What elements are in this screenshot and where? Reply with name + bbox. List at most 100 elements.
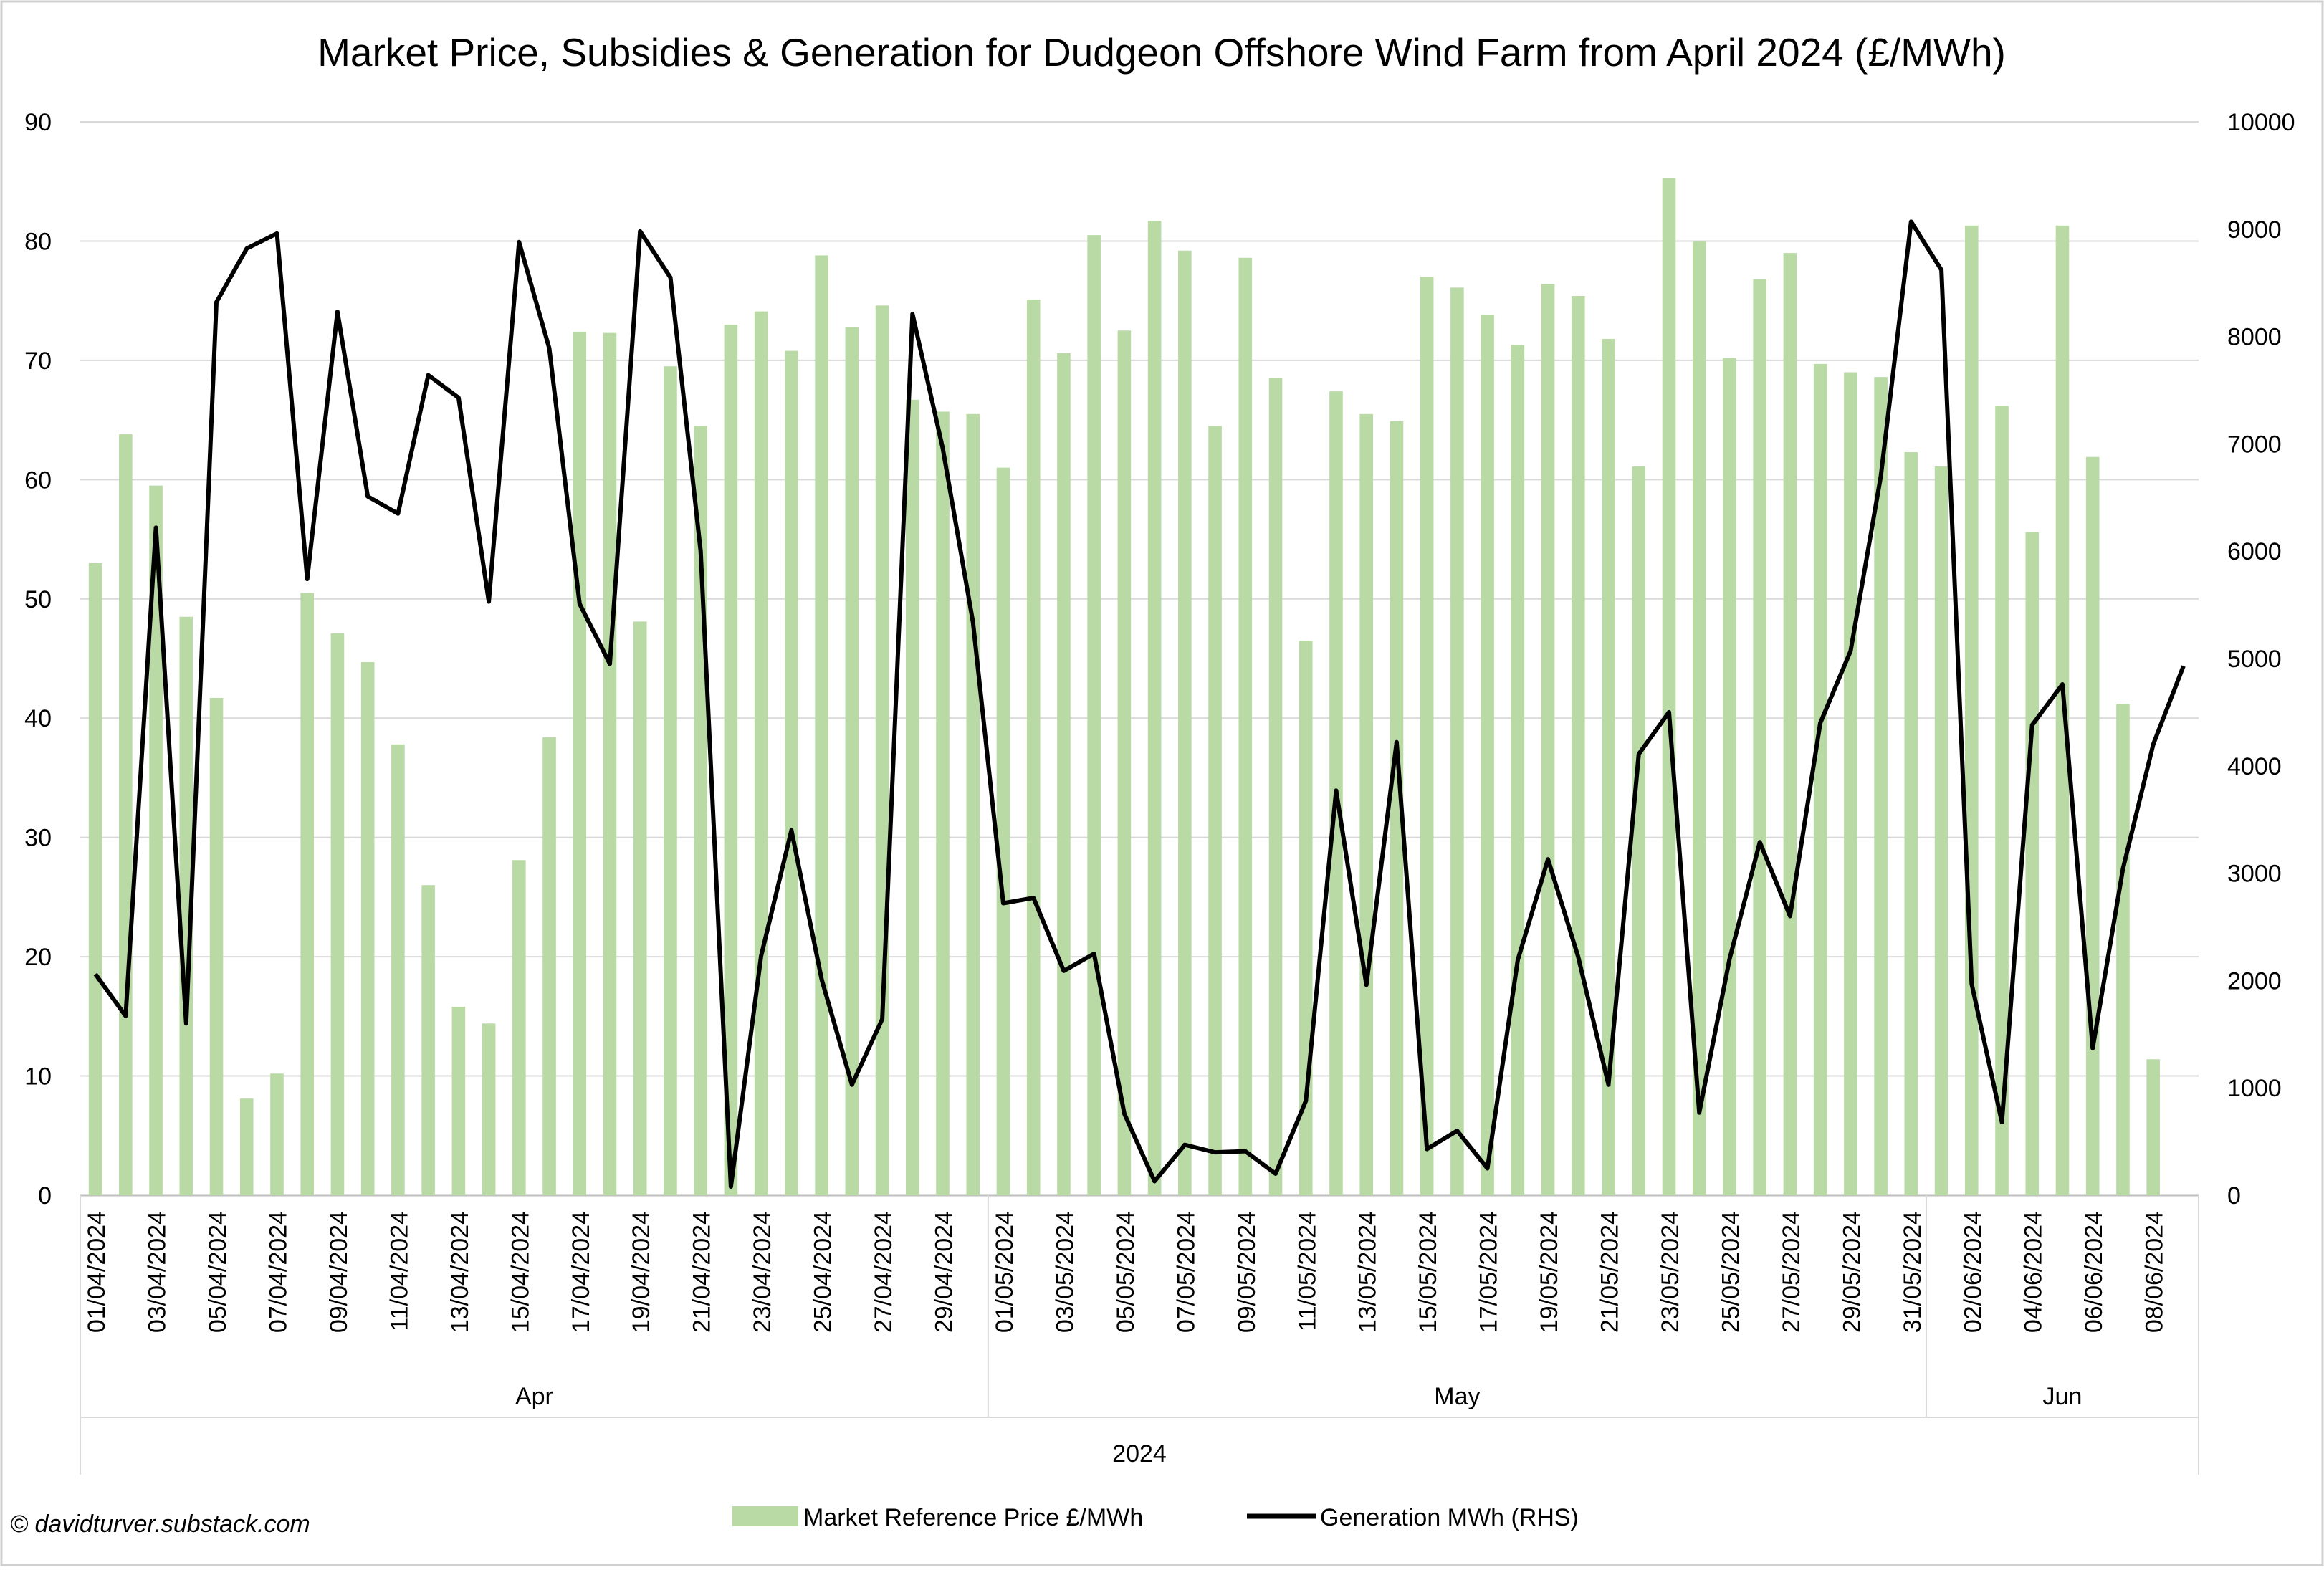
bar-07/04/2024 (270, 1073, 284, 1195)
chart-title: Market Price, Subsidies & Generation for… (317, 30, 2006, 75)
bar-13/05/2024 (1359, 414, 1373, 1195)
x-axis-tick-label: 06/06/2024 (2080, 1211, 2108, 1333)
bar-27/04/2024 (876, 305, 889, 1195)
x-axis-tick-label: 29/05/2024 (1838, 1211, 1865, 1333)
x-axis-tick-label: 23/04/2024 (749, 1211, 776, 1333)
bar-09/04/2024 (331, 633, 345, 1195)
x-axis-tick-label: 05/04/2024 (204, 1211, 231, 1333)
right-axis-tick-label: 10000 (2227, 109, 2295, 136)
bar-18/05/2024 (1511, 345, 1525, 1195)
x-axis-tick-label: 01/05/2024 (991, 1211, 1018, 1333)
x-axis-tick-label: 23/05/2024 (1657, 1211, 1684, 1333)
bar-06/06/2024 (2086, 457, 2100, 1195)
left-axis-tick-label: 0 (38, 1182, 52, 1210)
bar-06/05/2024 (1148, 221, 1162, 1195)
bar-28/04/2024 (906, 400, 919, 1195)
bar-06/04/2024 (240, 1098, 254, 1195)
bar-13/04/2024 (452, 1007, 466, 1195)
bar-26/05/2024 (1753, 279, 1766, 1195)
x-axis-tick-label: 05/05/2024 (1112, 1211, 1139, 1333)
bar-17/05/2024 (1481, 315, 1494, 1195)
x-axis-tick-label: 25/05/2024 (1717, 1211, 1744, 1333)
right-axis-tick-label: 8000 (2227, 324, 2282, 351)
x-axis-tick-label: 15/05/2024 (1415, 1211, 1442, 1333)
x-axis-tick-label: 19/04/2024 (628, 1211, 655, 1333)
x-axis-tick-label: 27/05/2024 (1778, 1211, 1805, 1333)
bar-29/05/2024 (1844, 373, 1857, 1195)
left-axis-tick-label: 90 (24, 109, 52, 136)
x-axis-tick-label: 17/04/2024 (568, 1211, 595, 1333)
x-axis-tick-label: 21/04/2024 (689, 1211, 716, 1333)
x-axis-tick-label: 31/05/2024 (1899, 1211, 1926, 1333)
x-axis-tick-label: 11/04/2024 (386, 1211, 413, 1331)
x-axis-tick-label: 03/05/2024 (1051, 1211, 1079, 1333)
right-axis-tick-label: 4000 (2227, 753, 2282, 780)
month-label: May (1434, 1383, 1480, 1410)
right-axis-tick-label: 1000 (2227, 1075, 2282, 1102)
x-axis-tick-label: 15/04/2024 (507, 1211, 534, 1333)
x-axis-tick-label: 13/05/2024 (1354, 1211, 1382, 1333)
bar-02/06/2024 (1965, 226, 1979, 1195)
left-axis-tick-label: 10 (24, 1063, 52, 1091)
bar-23/04/2024 (755, 312, 768, 1195)
bar-25/05/2024 (1723, 358, 1736, 1195)
x-axis-tick-label: 09/04/2024 (325, 1211, 353, 1333)
x-axis-tick-label: 08/06/2024 (2141, 1211, 2168, 1333)
bar-12/04/2024 (421, 885, 435, 1195)
x-axis-tick-label: 09/05/2024 (1233, 1211, 1261, 1333)
legend: Market Reference Price £/MWh Generation … (732, 1504, 1579, 1531)
right-axis-tick-label: 6000 (2227, 538, 2282, 565)
bar-17/04/2024 (573, 332, 586, 1195)
left-axis-tick-label: 60 (24, 466, 52, 494)
bar-01/05/2024 (997, 468, 1010, 1195)
bar-18/04/2024 (603, 333, 617, 1195)
bar-29/04/2024 (936, 411, 950, 1195)
bar-02/04/2024 (119, 434, 133, 1195)
left-axis-tick-label: 40 (24, 705, 52, 732)
line-series (95, 221, 2184, 1187)
left-axis-tick-label: 20 (24, 944, 52, 971)
bar-07/06/2024 (2116, 704, 2130, 1195)
bar-22/05/2024 (1632, 466, 1645, 1195)
bar-series (89, 178, 2160, 1195)
bar-10/05/2024 (1269, 378, 1283, 1195)
bar-28/05/2024 (1814, 364, 1827, 1195)
month-label: Apr (515, 1383, 553, 1410)
bar-05/04/2024 (210, 698, 224, 1195)
bar-20/04/2024 (664, 366, 677, 1195)
bar-24/04/2024 (785, 351, 798, 1195)
bar-04/06/2024 (2025, 532, 2039, 1195)
bar-31/05/2024 (1905, 452, 1918, 1195)
x-axis-tick-label: 29/04/2024 (931, 1211, 958, 1333)
bar-08/04/2024 (300, 593, 314, 1195)
x-axis-tick-label: 04/06/2024 (2020, 1211, 2047, 1333)
left-axis-tick-label: 30 (24, 825, 52, 852)
bar-09/05/2024 (1239, 258, 1253, 1195)
right-axis-tick-label: 9000 (2227, 216, 2282, 244)
bar-30/04/2024 (966, 414, 980, 1195)
bar-14/04/2024 (482, 1023, 496, 1195)
x-axis-tick-label: 19/05/2024 (1536, 1211, 1563, 1333)
month-label: Jun (2043, 1383, 2082, 1410)
x-axis-tick-label: 21/05/2024 (1597, 1211, 1624, 1333)
bar-16/05/2024 (1450, 287, 1464, 1195)
left-axis-tick-label: 80 (24, 228, 52, 255)
x-axis-tick-label: 07/05/2024 (1172, 1211, 1200, 1333)
bar-01/06/2024 (1935, 466, 1948, 1195)
bar-08/05/2024 (1208, 426, 1222, 1195)
x-axis-tick-label: 13/04/2024 (446, 1211, 474, 1333)
x-axis-tick-label: 11/05/2024 (1293, 1211, 1321, 1331)
bar-04/05/2024 (1087, 235, 1101, 1195)
x-axis-tick-label: 17/05/2024 (1476, 1211, 1503, 1333)
legend-label-generation: Generation MWh (RHS) (1320, 1504, 1579, 1531)
left-axis-tick-label: 50 (24, 586, 52, 613)
bar-07/05/2024 (1178, 251, 1192, 1195)
bar-05/06/2024 (2056, 226, 2070, 1195)
x-axis-tick-label: 03/04/2024 (144, 1211, 171, 1333)
bar-27/05/2024 (1784, 253, 1797, 1195)
x-axis-tick-label: 01/04/2024 (83, 1211, 110, 1333)
right-axis-tick-label: 5000 (2227, 646, 2282, 673)
bar-03/05/2024 (1057, 353, 1071, 1195)
